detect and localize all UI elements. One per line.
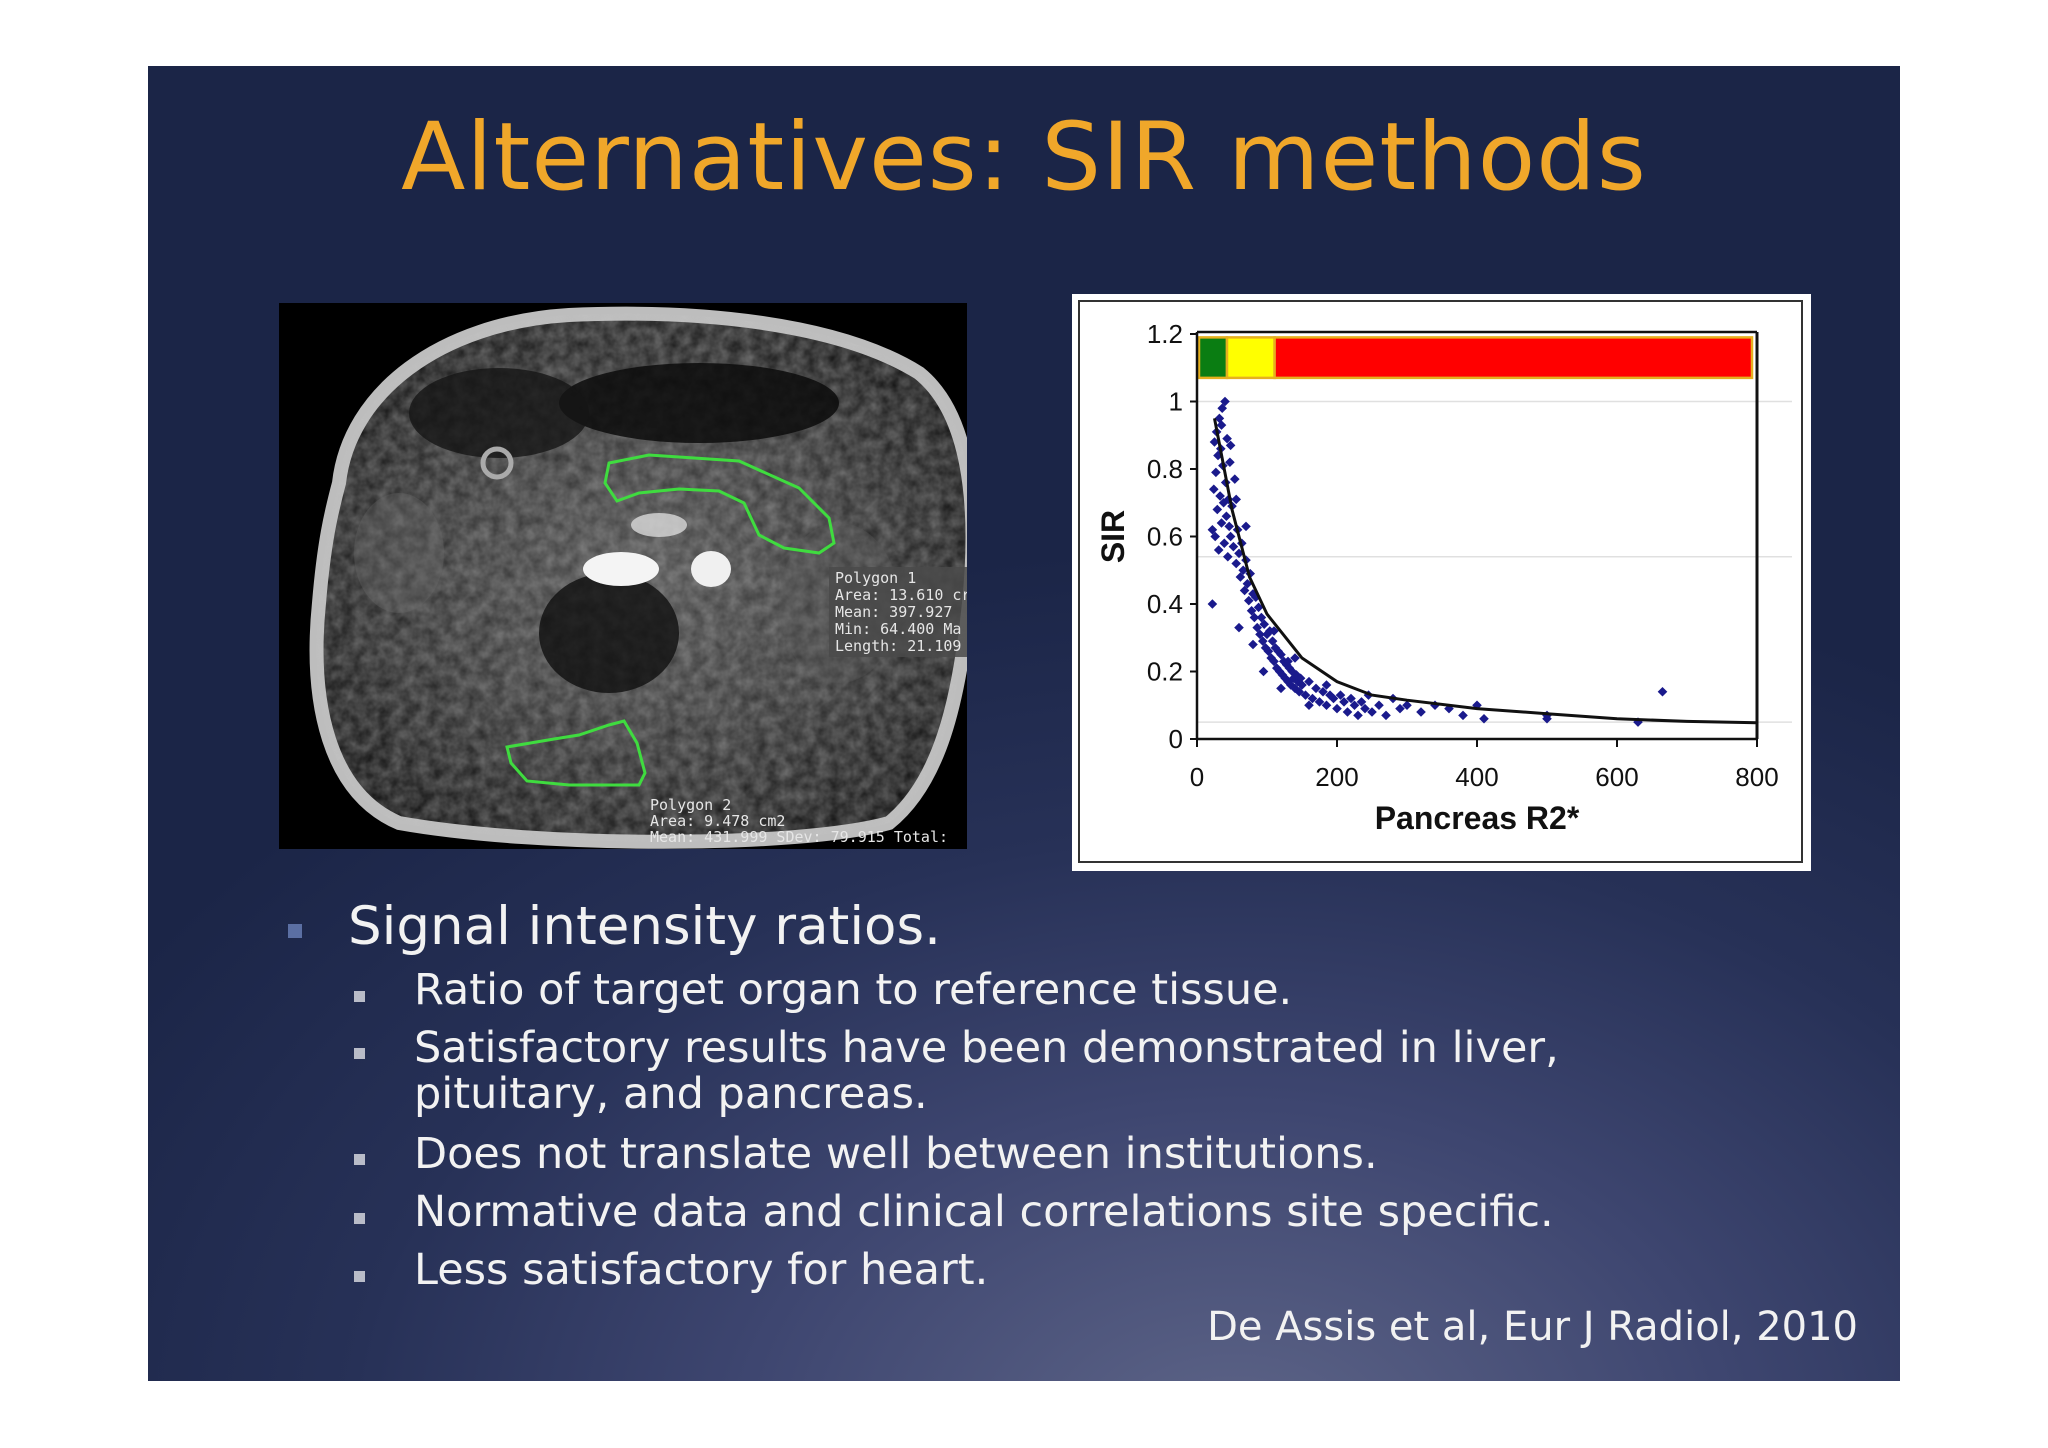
y-tick-label: 0.2	[1147, 657, 1183, 687]
y-tick-label: 0	[1169, 724, 1183, 754]
data-point	[1208, 484, 1219, 495]
y-tick-label: 1	[1169, 387, 1183, 417]
y-tick-label: 1.2	[1147, 319, 1183, 349]
data-point	[1225, 531, 1236, 542]
data-point	[1222, 551, 1233, 562]
data-point	[1458, 710, 1468, 721]
sub-bullet-square-icon	[354, 1271, 365, 1282]
color-bar-segment-2	[1273, 336, 1754, 380]
sub-bullet-square-icon	[354, 1154, 365, 1165]
data-point	[1342, 707, 1353, 717]
slide: Alternatives: SIR methods	[148, 66, 1900, 1381]
polygon2-name: Polygon 2	[650, 796, 731, 814]
x-tick-label: 0	[1190, 762, 1204, 792]
data-point	[1276, 683, 1286, 694]
polygon1-mean: Mean: 397.927	[835, 603, 952, 621]
data-point	[1374, 700, 1384, 711]
citation: De Assis et al, Eur J Radiol, 2010	[1207, 1304, 1858, 1350]
sub-bullet-5: Less satisfactory for heart.	[414, 1245, 989, 1295]
data-point	[1234, 622, 1244, 633]
chart-frame	[1078, 300, 1803, 863]
data-point	[1241, 521, 1251, 532]
data-point	[1243, 595, 1254, 606]
color-bar-segment-1	[1225, 336, 1276, 380]
polygon1-min: Min: 64.400 Ma	[835, 620, 961, 638]
polygon1-name: Polygon 1	[835, 569, 916, 587]
data-point	[1211, 467, 1221, 478]
color-bar-segment-0	[1197, 336, 1229, 380]
data-point	[1213, 545, 1224, 555]
data-point	[1248, 639, 1258, 650]
chart-svg: 0 0.2 0.4 0.6 0.8 1 1.2 0 200 400 600 800 Pancreas R…	[1095, 319, 1792, 836]
data-point	[1381, 710, 1391, 721]
x-tick-label: 800	[1735, 762, 1778, 792]
mri-scan-image: Polygon 1 Area: 13.610 cr Mean: 397.927 …	[279, 303, 967, 849]
sub-bullet-4: Normative data and clinical correlations…	[414, 1187, 1554, 1237]
sub-bullet-square-icon	[354, 991, 365, 1002]
sub-bullet-2: Satisfactory results have been demonstra…	[414, 1023, 1559, 1073]
data-point	[1209, 437, 1220, 447]
x-tick-label: 200	[1315, 762, 1358, 792]
data-point	[1258, 666, 1269, 677]
polygon1-area: Area: 13.610 cr	[835, 586, 967, 604]
data-point	[1231, 558, 1242, 569]
sub-bullet-square-icon	[354, 1213, 365, 1224]
sub-bullet-3: Does not translate well between institut…	[414, 1129, 1378, 1179]
polygon2-mean: Mean: 431.999 SDev: 79.915 Total:	[650, 828, 948, 846]
sir-scatter-chart: 0 0.2 0.4 0.6 0.8 1 1.2 0 200 400 600 800 Pancreas R…	[1072, 294, 1811, 871]
data-point	[1229, 474, 1240, 484]
sub-bullet-1: Ratio of target organ to reference tissu…	[414, 965, 1293, 1015]
polygon2-area: Area: 9.478 cm2	[650, 812, 785, 830]
fit-curve	[1213, 418, 1758, 725]
data-point	[1353, 710, 1363, 721]
x-tick-label: 600	[1595, 762, 1638, 792]
bullet-square-icon	[288, 924, 302, 938]
data-point	[1657, 686, 1668, 697]
sub-bullet-2-continued: pituitary, and pancreas.	[414, 1069, 928, 1119]
sub-bullet-square-icon	[354, 1048, 365, 1059]
y-axis-label: SIR	[1095, 510, 1131, 563]
y-tick-label: 0.8	[1147, 454, 1183, 484]
data-point	[1228, 541, 1239, 552]
bullet-main: Signal intensity ratios.	[348, 896, 941, 957]
polygon1-length: Length: 21.109	[835, 637, 961, 655]
data-point	[1416, 707, 1426, 717]
y-tick-label: 0.6	[1147, 522, 1183, 552]
data-point	[1207, 599, 1218, 609]
data-point	[1221, 511, 1232, 522]
x-axis-label: Pancreas R2*	[1375, 800, 1580, 836]
data-point	[1332, 703, 1342, 714]
x-tick-label: 400	[1455, 762, 1498, 792]
y-tick-label: 0.4	[1147, 589, 1183, 619]
slide-title: Alternatives: SIR methods	[401, 103, 1647, 212]
data-point	[1219, 538, 1230, 549]
data-point	[1212, 504, 1223, 515]
